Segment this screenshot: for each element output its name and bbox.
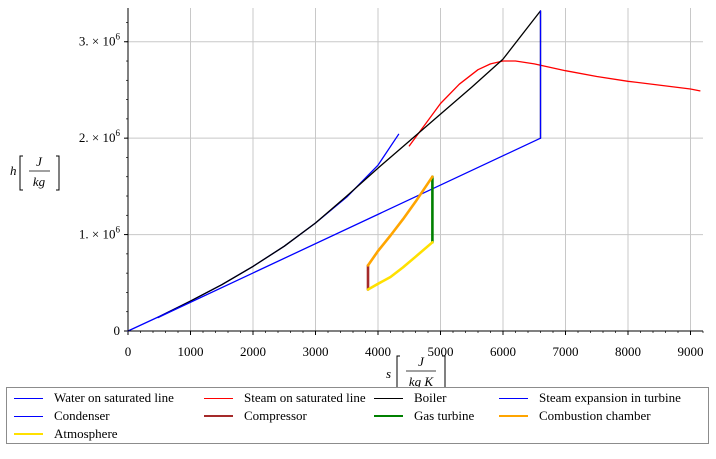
x-tick-label: 3000 [303,344,329,359]
legend-swatch [14,397,43,399]
legend-label: Water on saturated line [54,390,174,405]
legend-label: Boiler [414,390,447,405]
ticks: 0 1000 2000 3000 4000 5000 6000 7000 8000 9000 0 1.… [79,22,704,359]
x-tick-label: 2000 [240,344,266,359]
y-axis-label: h J kg [10,154,60,191]
legend-label: Atmosphere [54,426,118,441]
legend-item: Gas turbine [367,407,474,425]
legend-item: Compressor [197,407,307,425]
x-axis-label: s J kg K [386,354,446,391]
x-tick-label: 8000 [615,344,641,359]
x-tick-label: 0 [125,344,132,359]
legend-label: Steam on saturated line [244,390,366,405]
legend-label: Combustion chamber [539,408,651,423]
legend-swatch [374,397,403,399]
legend-swatch [374,415,403,417]
legend-item: Boiler [367,389,447,407]
series-line-atmosphere [366,241,434,291]
x-tick-label: 9000 [678,344,704,359]
series-line-water-on-saturated-line [127,133,400,332]
x-tick-label: 5000 [428,344,454,359]
series-line-boiler [157,10,542,319]
legend-item: Water on saturated line [7,389,174,407]
x-axis-unit-num: J [418,354,425,369]
series-line-steam-on-saturated-line [408,60,701,147]
legend-item: Condenser [7,407,110,425]
y-axis-unit-num: J [36,154,43,169]
legend-swatch [204,415,233,417]
grid-lines [127,8,703,332]
legend-item: Atmosphere [7,425,118,443]
legend-label: Steam expansion in turbine [539,390,681,405]
legend-item: Steam expansion in turbine [492,389,681,407]
y-axis-symbol: h [10,163,17,178]
legend-swatch [14,433,43,435]
x-tick-label: 6000 [490,344,516,359]
y-axis-unit-den: kg [33,174,46,189]
legend-swatch [499,415,528,417]
series-line-combustion-chamber [366,175,434,267]
x-axis-symbol: s [386,366,391,381]
x-axis-unit-den: kg K [409,374,435,389]
legend-label: Gas turbine [414,408,475,423]
legend-item: Combustion chamber [492,407,651,425]
x-tick-label: 7000 [553,344,579,359]
y-tick-label: 0 [114,323,121,338]
x-tick-label: 1000 [178,344,204,359]
x-tick-label: 4000 [365,344,391,359]
axes [127,8,703,332]
y-tick-label: 1. × 106 [79,225,121,242]
legend-label: Compressor [244,408,307,423]
series-line-condenser [157,137,542,319]
legend: Water on saturated line Steam on saturat… [6,387,709,444]
legend-swatch [499,397,528,399]
legend-item: Steam on saturated line [197,389,366,407]
y-tick-label: 2. × 106 [79,128,121,145]
series-lines [127,10,701,332]
legend-swatch [14,415,43,417]
y-tick-label: 3. × 106 [79,32,121,49]
legend-label: Condenser [54,408,110,423]
legend-swatch [204,397,233,399]
